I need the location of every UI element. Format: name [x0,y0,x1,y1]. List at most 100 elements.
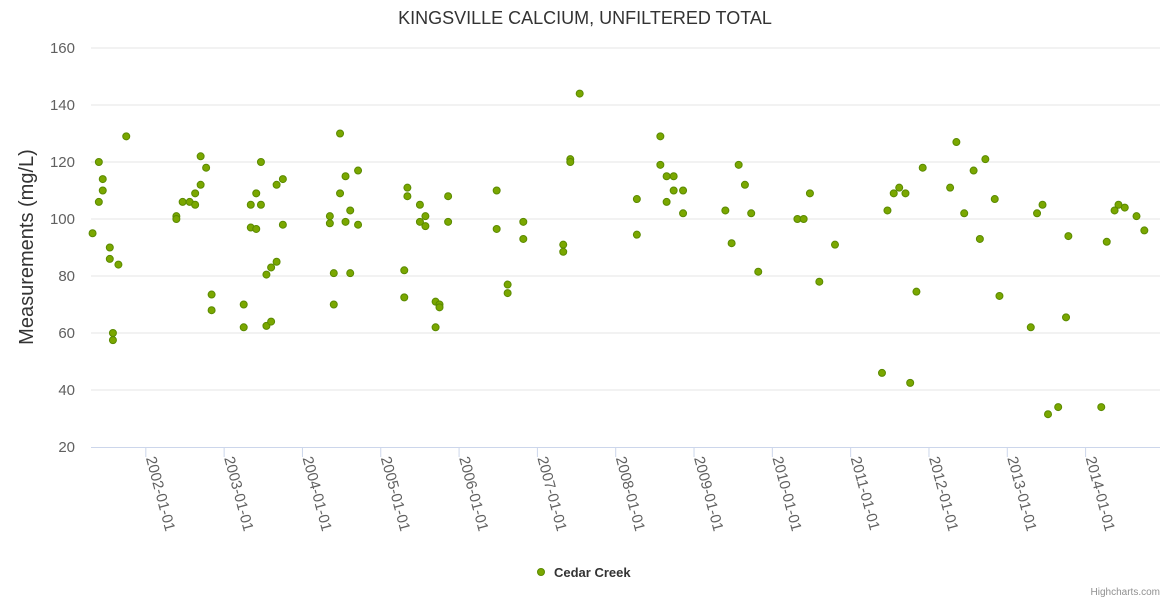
data-point[interactable] [431,323,440,332]
data-point[interactable] [278,220,287,229]
data-point[interactable] [122,132,131,141]
data-point[interactable] [662,197,671,206]
data-point[interactable] [400,266,409,275]
data-point[interactable] [278,175,287,184]
data-point[interactable] [1097,403,1106,412]
data-point[interactable] [747,209,756,218]
data-point[interactable] [114,260,123,269]
data-point[interactable] [519,234,528,243]
data-point[interactable] [805,189,814,198]
data-point[interactable] [400,293,409,302]
data-point[interactable] [975,234,984,243]
data-point[interactable] [341,217,350,226]
data-point[interactable] [435,303,444,312]
data-point[interactable] [492,186,501,195]
data-point[interactable] [108,329,117,337]
data-point[interactable] [559,240,568,249]
data-point[interactable] [1102,237,1111,246]
data-point[interactable] [325,212,334,221]
data-point[interactable] [336,189,345,198]
data-point[interactable] [178,197,187,206]
data-point[interactable] [632,195,641,204]
data-point[interactable] [98,175,107,184]
data-point[interactable] [503,280,512,289]
data-point[interactable] [421,212,430,221]
data-point[interactable] [901,189,910,198]
data-point[interactable] [239,300,248,309]
data-point[interactable] [727,239,736,248]
data-point[interactable] [196,180,205,189]
data-point[interactable] [403,192,412,201]
data-point[interactable] [105,254,114,263]
data-point[interactable] [272,257,281,266]
data-point[interactable] [1140,226,1149,235]
data-point[interactable] [679,186,688,195]
data-point[interactable] [1132,212,1141,221]
data-point[interactable] [679,209,688,218]
data-point[interactable] [191,189,200,198]
data-point[interactable] [990,195,999,204]
data-point[interactable] [262,270,271,279]
data-point[interactable] [329,300,338,309]
data-point[interactable] [252,224,261,233]
data-point[interactable] [94,158,103,166]
data-point[interactable] [669,172,678,181]
data-point[interactable] [799,215,808,223]
data-point[interactable] [415,200,424,209]
data-point[interactable] [272,180,281,189]
data-point[interactable] [492,224,501,233]
data-point[interactable] [267,263,276,272]
data-point[interactable] [632,230,641,239]
data-point[interactable] [329,269,338,278]
data-point[interactable] [883,206,892,215]
data-point[interactable] [252,189,261,198]
data-point[interactable] [969,166,978,175]
data-point[interactable] [88,229,97,238]
data-point[interactable] [256,200,265,209]
data-point[interactable] [669,186,678,195]
data-point[interactable] [566,158,575,166]
data-point[interactable] [721,206,730,215]
data-point[interactable] [1044,410,1053,419]
data-point[interactable] [354,220,363,229]
data-point[interactable] [912,287,921,296]
data-point[interactable] [740,180,749,189]
data-point[interactable] [656,160,665,169]
data-point[interactable] [421,222,430,231]
data-point[interactable] [354,166,363,175]
data-point[interactable] [960,209,969,218]
data-point[interactable] [267,317,276,326]
data-point[interactable] [1033,209,1042,218]
highcharts-credit[interactable]: Highcharts.com [1091,587,1160,598]
data-point[interactable] [754,267,763,276]
data-point[interactable] [877,368,886,377]
data-point[interactable] [196,152,205,161]
data-point[interactable] [1120,203,1129,212]
data-point[interactable] [341,172,350,181]
data-point[interactable] [559,247,568,256]
data-point[interactable] [191,200,200,209]
data-point[interactable] [1038,200,1047,209]
data-point[interactable] [105,243,114,252]
data-point[interactable] [1064,232,1073,241]
data-point[interactable] [108,336,117,345]
series-cedar-creek[interactable] [88,89,1149,419]
data-point[interactable] [98,186,107,195]
data-point[interactable] [444,192,453,201]
data-point[interactable] [503,289,512,298]
data-point[interactable] [444,217,453,226]
data-point[interactable] [575,89,584,98]
data-point[interactable] [207,306,216,315]
data-point[interactable] [946,183,955,192]
data-point[interactable] [895,183,904,192]
data-point[interactable] [815,277,824,286]
data-point[interactable] [889,189,898,198]
data-point[interactable] [995,291,1004,300]
legend[interactable]: Cedar Creek [537,565,632,580]
data-point[interactable] [346,269,355,278]
data-point[interactable] [202,163,211,172]
legend-marker-cedar-creek[interactable] [537,568,545,576]
data-point[interactable] [656,132,665,141]
data-point[interactable] [918,163,927,172]
legend-item-cedar-creek[interactable]: Cedar Creek [554,565,631,580]
